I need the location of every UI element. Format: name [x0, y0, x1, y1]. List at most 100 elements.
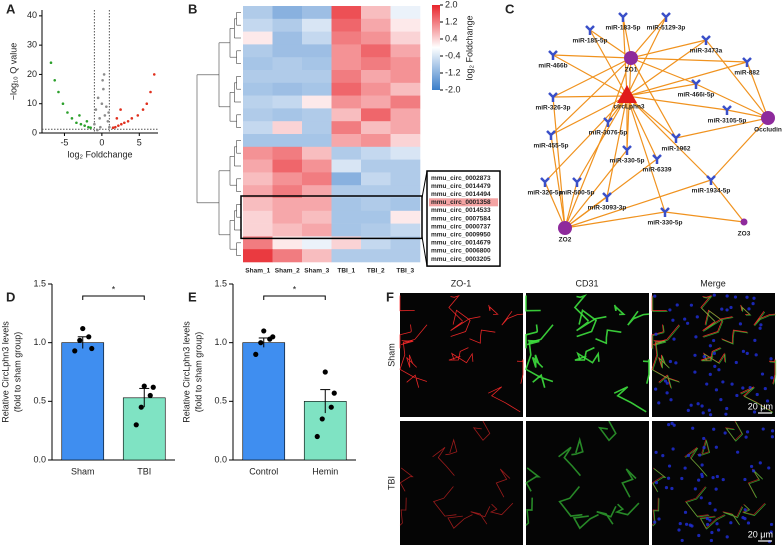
- y-tick-label: 0.5: [33, 396, 46, 406]
- micrograph-features: [525, 420, 640, 530]
- connector: [421, 170, 428, 199]
- nucleus: [683, 317, 687, 321]
- heatmap-cell: [361, 185, 391, 199]
- point: [107, 111, 110, 114]
- heatmap-cell: [390, 210, 421, 224]
- edge: [606, 95, 628, 198]
- nucleus: [715, 522, 719, 526]
- nucleus: [665, 381, 669, 385]
- vessel: [748, 469, 764, 499]
- heatmap-cell: [390, 134, 421, 148]
- data-point: [150, 384, 156, 390]
- colorbar-tick-label: -2.0: [445, 84, 461, 94]
- heatmap-cell: [243, 172, 273, 186]
- nucleus: [653, 294, 657, 298]
- target-node: [761, 111, 775, 125]
- nucleus: [708, 413, 713, 417]
- mirna-node: [603, 117, 613, 127]
- heatmap-cell: [331, 95, 362, 109]
- panel-label: C: [505, 1, 515, 16]
- heatmap-cell: [272, 185, 303, 199]
- nucleus: [748, 386, 752, 390]
- micrograph: [400, 293, 523, 417]
- nucleus: [684, 522, 689, 526]
- point: [101, 78, 104, 82]
- heatmap-cell: [302, 6, 332, 20]
- list-row: [429, 230, 498, 239]
- nucleus: [733, 295, 738, 299]
- data-point: [80, 325, 86, 332]
- nucleus: [689, 303, 693, 307]
- heatmap-cell: [272, 146, 303, 160]
- point: [123, 121, 126, 125]
- colorbar-tick-label: 0.4: [445, 33, 458, 43]
- vessel: [658, 374, 680, 388]
- nucleus: [758, 461, 762, 465]
- vessel: [652, 296, 668, 312]
- point: [105, 105, 108, 108]
- point: [75, 121, 78, 125]
- nucleus: [760, 372, 765, 376]
- heatmap-cell: [243, 146, 273, 160]
- heatmap-cell: [302, 134, 332, 148]
- vessel: [488, 386, 521, 413]
- nucleus: [686, 408, 690, 412]
- node-label: miR-5129-3p: [647, 25, 686, 32]
- nucleus: [686, 321, 690, 325]
- nucleus: [668, 308, 672, 312]
- circ-name: mmu_circ_0000737: [431, 223, 491, 230]
- heatmap-cell: [361, 159, 391, 173]
- significance-bracket: [263, 295, 326, 300]
- data-point: [86, 334, 92, 340]
- edge: [664, 211, 745, 223]
- vessel: [722, 330, 749, 345]
- heatmap-cell: [302, 198, 332, 212]
- micrograph: [400, 421, 523, 545]
- heatmap-cell: [390, 159, 421, 173]
- x-tick-label: Control: [249, 466, 278, 476]
- heatmap-cell: [272, 134, 303, 148]
- heatmap-cell: [331, 18, 362, 32]
- heatmap-cell: [331, 185, 362, 199]
- point: [94, 108, 98, 111]
- point: [61, 102, 65, 106]
- list-row: [429, 214, 498, 223]
- heatmap-cell: [390, 249, 421, 263]
- heatmap-cell: [361, 121, 391, 135]
- list-row: [429, 198, 498, 207]
- circ-name: mmu_circ_0014679: [431, 240, 491, 247]
- edge: [626, 61, 748, 97]
- heatmap-cell: [272, 223, 303, 237]
- nucleus: [697, 478, 701, 482]
- nucleus: [672, 423, 676, 427]
- nucleus: [736, 450, 740, 454]
- nucleus: [763, 386, 767, 391]
- node-label: circLphn3: [613, 104, 644, 111]
- vessel: [596, 505, 617, 525]
- vessel: [740, 387, 774, 413]
- heatmap-cell: [302, 57, 332, 71]
- vessel: [469, 329, 496, 344]
- heatmap-cell: [361, 108, 391, 122]
- y-tick-label: 1.5: [214, 278, 227, 288]
- heatmap-cell: [243, 223, 273, 237]
- target-node: [558, 221, 572, 235]
- heatmap-cell: [331, 70, 362, 84]
- nucleus: [729, 521, 733, 525]
- edge: [626, 95, 712, 181]
- heatmap-cell: [272, 44, 303, 58]
- heatmap-cell: [243, 95, 273, 109]
- point: [145, 102, 149, 106]
- list-row: [429, 174, 498, 183]
- vessel: [451, 352, 474, 364]
- nucleus: [721, 380, 725, 384]
- heatmap-cell: [302, 236, 332, 250]
- vessel: [701, 348, 722, 362]
- vessel: [685, 447, 708, 477]
- nucleus: [661, 454, 665, 458]
- x-tick-label: 5: [137, 137, 142, 147]
- mirna-node: [546, 130, 556, 140]
- nucleus: [670, 486, 674, 491]
- edge: [550, 95, 628, 136]
- heatmap-cell: [390, 44, 421, 58]
